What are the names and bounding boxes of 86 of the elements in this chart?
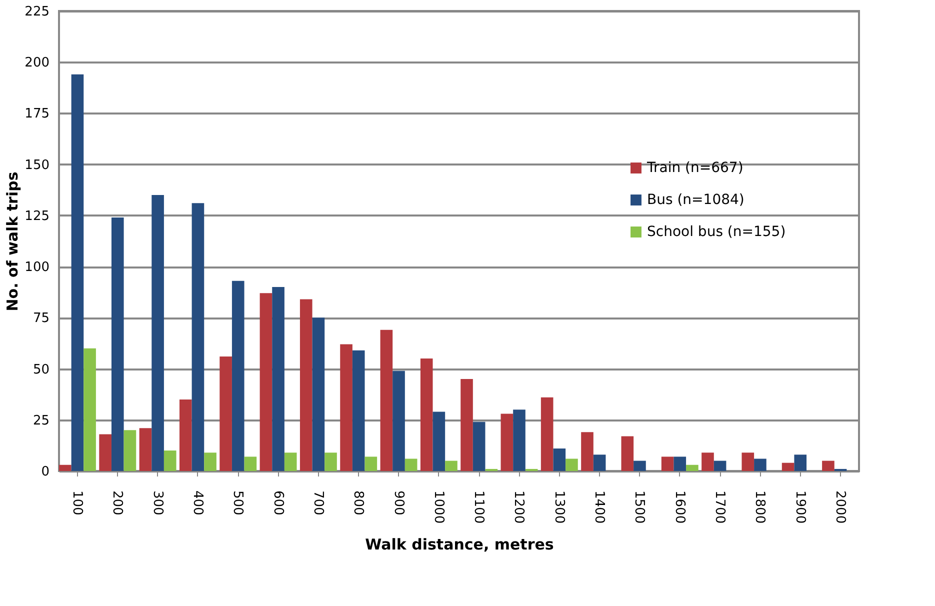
bar bbox=[460, 379, 473, 471]
bar bbox=[179, 399, 192, 471]
x-axis-title: Walk distance, metres bbox=[365, 536, 554, 554]
bar bbox=[392, 370, 405, 471]
x-tick-label: 100 bbox=[69, 490, 84, 516]
bar bbox=[702, 452, 714, 471]
y-tick-label: 225 bbox=[24, 4, 50, 20]
bar bbox=[581, 432, 594, 471]
bar bbox=[593, 454, 606, 471]
bar bbox=[794, 454, 807, 471]
bar bbox=[472, 422, 486, 471]
bar bbox=[513, 410, 526, 471]
bar bbox=[152, 195, 164, 471]
bar bbox=[500, 414, 514, 471]
bar bbox=[220, 356, 232, 471]
x-tick-label: 300 bbox=[150, 490, 165, 516]
bar bbox=[420, 358, 433, 471]
bar bbox=[714, 460, 726, 471]
bar bbox=[300, 299, 312, 471]
bar bbox=[244, 456, 257, 471]
bar bbox=[540, 397, 554, 471]
bar bbox=[661, 456, 674, 471]
y-axis-title: No. of walk trips bbox=[4, 172, 22, 312]
x-tick-label: 1800 bbox=[752, 490, 768, 524]
x-tick-label: 1500 bbox=[632, 490, 647, 524]
bar bbox=[686, 464, 698, 471]
bar bbox=[232, 280, 244, 471]
x-tick-label: 600 bbox=[270, 490, 286, 516]
x-tick-label: 1700 bbox=[712, 490, 728, 524]
bar bbox=[192, 203, 204, 471]
legend-label: Train (n=667) bbox=[646, 160, 744, 176]
bar bbox=[634, 460, 646, 471]
y-tick-label: 25 bbox=[32, 413, 50, 428]
legend-label: Bus (n=1084) bbox=[647, 192, 744, 208]
bar bbox=[59, 464, 72, 471]
bar bbox=[71, 74, 84, 471]
y-tick-label: 175 bbox=[24, 106, 50, 122]
bar bbox=[822, 460, 834, 471]
x-tick-label: 1000 bbox=[430, 490, 446, 524]
bar bbox=[674, 456, 686, 471]
bar bbox=[164, 450, 176, 471]
bar bbox=[99, 434, 112, 471]
legend-label: School bus (n=155) bbox=[647, 224, 786, 240]
y-tick-label: 50 bbox=[32, 362, 50, 378]
bar bbox=[312, 318, 325, 471]
x-tick-label: 1600 bbox=[672, 490, 687, 524]
bar bbox=[782, 462, 794, 471]
bar bbox=[284, 452, 297, 471]
x-tick-label: 400 bbox=[190, 490, 205, 516]
bar bbox=[124, 430, 136, 471]
bar bbox=[445, 460, 458, 471]
x-tick-label: 700 bbox=[310, 490, 326, 516]
bar bbox=[111, 217, 124, 471]
bar bbox=[432, 412, 446, 471]
bar bbox=[742, 452, 754, 471]
y-tick-label: 125 bbox=[24, 208, 50, 224]
x-tick-label: 900 bbox=[390, 490, 406, 516]
y-tick-label: 100 bbox=[24, 260, 50, 276]
bar bbox=[204, 452, 216, 471]
bar bbox=[404, 458, 418, 471]
bar bbox=[566, 458, 578, 471]
y-tick-label: 0 bbox=[41, 464, 50, 480]
bar bbox=[260, 293, 272, 471]
y-tick-label: 200 bbox=[24, 56, 50, 71]
bar bbox=[553, 448, 566, 471]
x-tick-label: 500 bbox=[230, 490, 246, 516]
bar bbox=[139, 428, 152, 471]
y-tick-label: 150 bbox=[24, 158, 50, 173]
x-tick-label: 2000 bbox=[832, 490, 848, 524]
x-tick-label: 1900 bbox=[792, 490, 808, 524]
x-tick-label: 1300 bbox=[551, 490, 566, 524]
bar bbox=[754, 458, 766, 471]
bar bbox=[272, 287, 284, 471]
x-tick-label: 200 bbox=[110, 490, 125, 516]
y-tick-label: 75 bbox=[32, 311, 50, 326]
bar bbox=[380, 330, 393, 471]
x-tick-label: 1200 bbox=[511, 490, 526, 524]
bar bbox=[84, 348, 96, 471]
bar bbox=[324, 452, 337, 471]
x-tick-label: 1100 bbox=[471, 490, 486, 524]
bar bbox=[352, 350, 365, 471]
bar bbox=[364, 456, 378, 471]
bar bbox=[621, 436, 634, 471]
x-tick-label: 1400 bbox=[592, 490, 607, 524]
bar bbox=[340, 344, 352, 471]
x-tick-label: 800 bbox=[350, 490, 366, 516]
